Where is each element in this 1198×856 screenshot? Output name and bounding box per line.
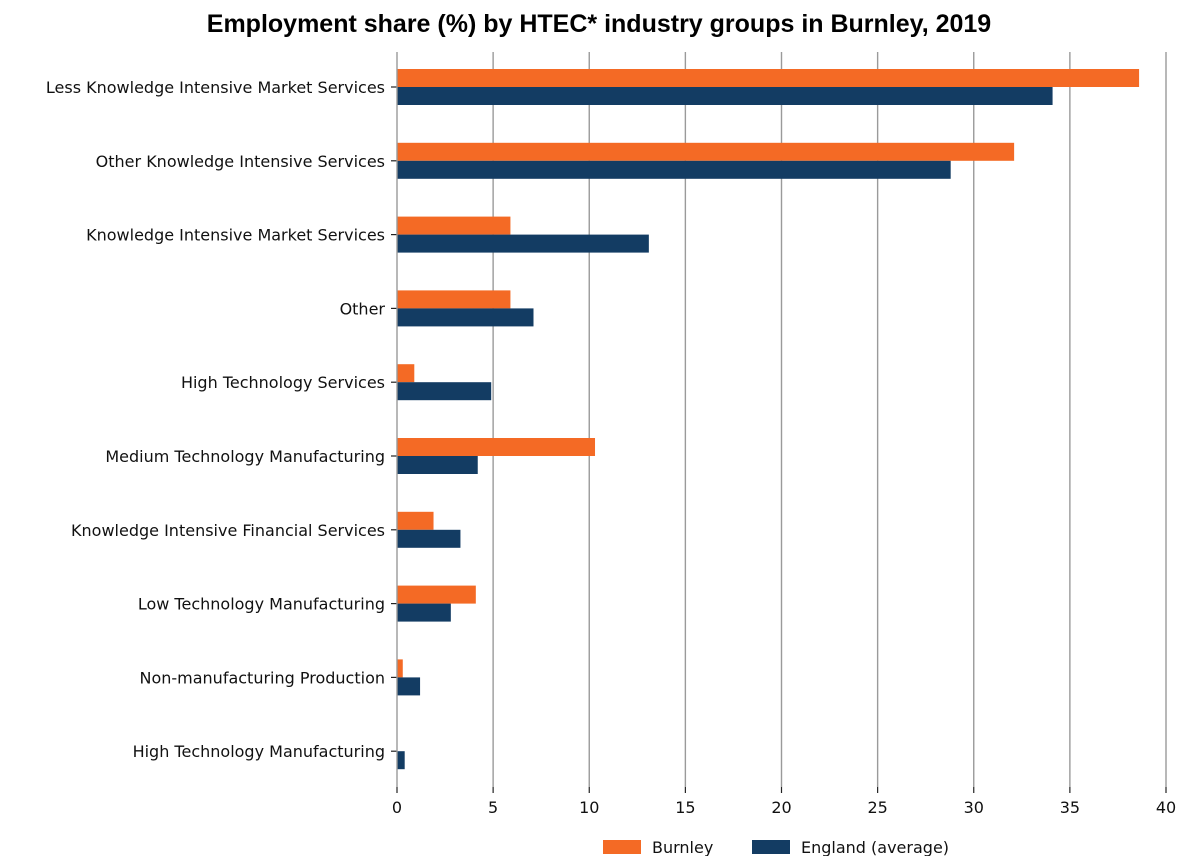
category-label: High Technology Manufacturing — [133, 742, 385, 761]
x-tick-label: 30 — [964, 798, 984, 817]
x-tick-label: 40 — [1156, 798, 1176, 817]
bar-england-average — [397, 87, 1053, 105]
category-label: Less Knowledge Intensive Market Services — [46, 78, 385, 97]
x-tick-label: 10 — [579, 798, 599, 817]
legend-label: Burnley — [652, 838, 713, 856]
x-tick-label: 0 — [392, 798, 402, 817]
bar-england-average — [397, 751, 405, 770]
x-tick-label: 25 — [867, 798, 887, 817]
bar-england-average — [397, 308, 534, 327]
bar-burnley — [397, 290, 511, 309]
bar-england-average — [397, 529, 461, 548]
bars — [397, 69, 1140, 770]
bar-burnley — [397, 142, 1015, 161]
bar-england-average — [397, 456, 478, 474]
bar-england-average — [397, 160, 951, 179]
bar-burnley — [397, 511, 434, 530]
bar-england-average — [397, 603, 451, 622]
category-label: Knowledge Intensive Financial Services — [71, 521, 385, 540]
x-tick-label: 15 — [675, 798, 695, 817]
chart-title: Employment share (%) by HTEC* industry g… — [206, 10, 992, 38]
bar-england-average — [397, 382, 492, 401]
bar-burnley — [397, 364, 415, 383]
bar-burnley — [397, 659, 403, 678]
legend-label: England (average) — [801, 838, 949, 856]
legend: Burnley England (average) — [603, 838, 949, 856]
category-label: Non-manufacturing Production — [139, 668, 385, 687]
bar-burnley — [397, 216, 511, 235]
bar-england-average — [397, 234, 649, 253]
category-label: Medium Technology Manufacturing — [105, 447, 385, 466]
axes — [391, 52, 1167, 793]
legend-swatch — [603, 840, 641, 854]
category-label: Other Knowledge Intensive Services — [96, 152, 385, 171]
tick-labels: 0 5 10 15 20 25 30 35 40 — [392, 798, 1176, 817]
x-tick-label: 5 — [488, 798, 498, 817]
category-label: Other — [340, 299, 386, 318]
x-tick-label: 20 — [771, 798, 791, 817]
category-label: Low Technology Manufacturing — [138, 595, 385, 614]
category-labels: Less Knowledge Intensive Market Services… — [46, 78, 386, 761]
bar-burnley — [397, 69, 1140, 87]
category-label: High Technology Services — [181, 373, 385, 392]
category-label: Knowledge Intensive Market Services — [86, 226, 385, 245]
bar-burnley — [397, 438, 596, 456]
bar-burnley — [397, 585, 476, 604]
x-tick-label: 35 — [1060, 798, 1080, 817]
legend-swatch — [752, 840, 790, 854]
bar-england-average — [397, 677, 421, 696]
